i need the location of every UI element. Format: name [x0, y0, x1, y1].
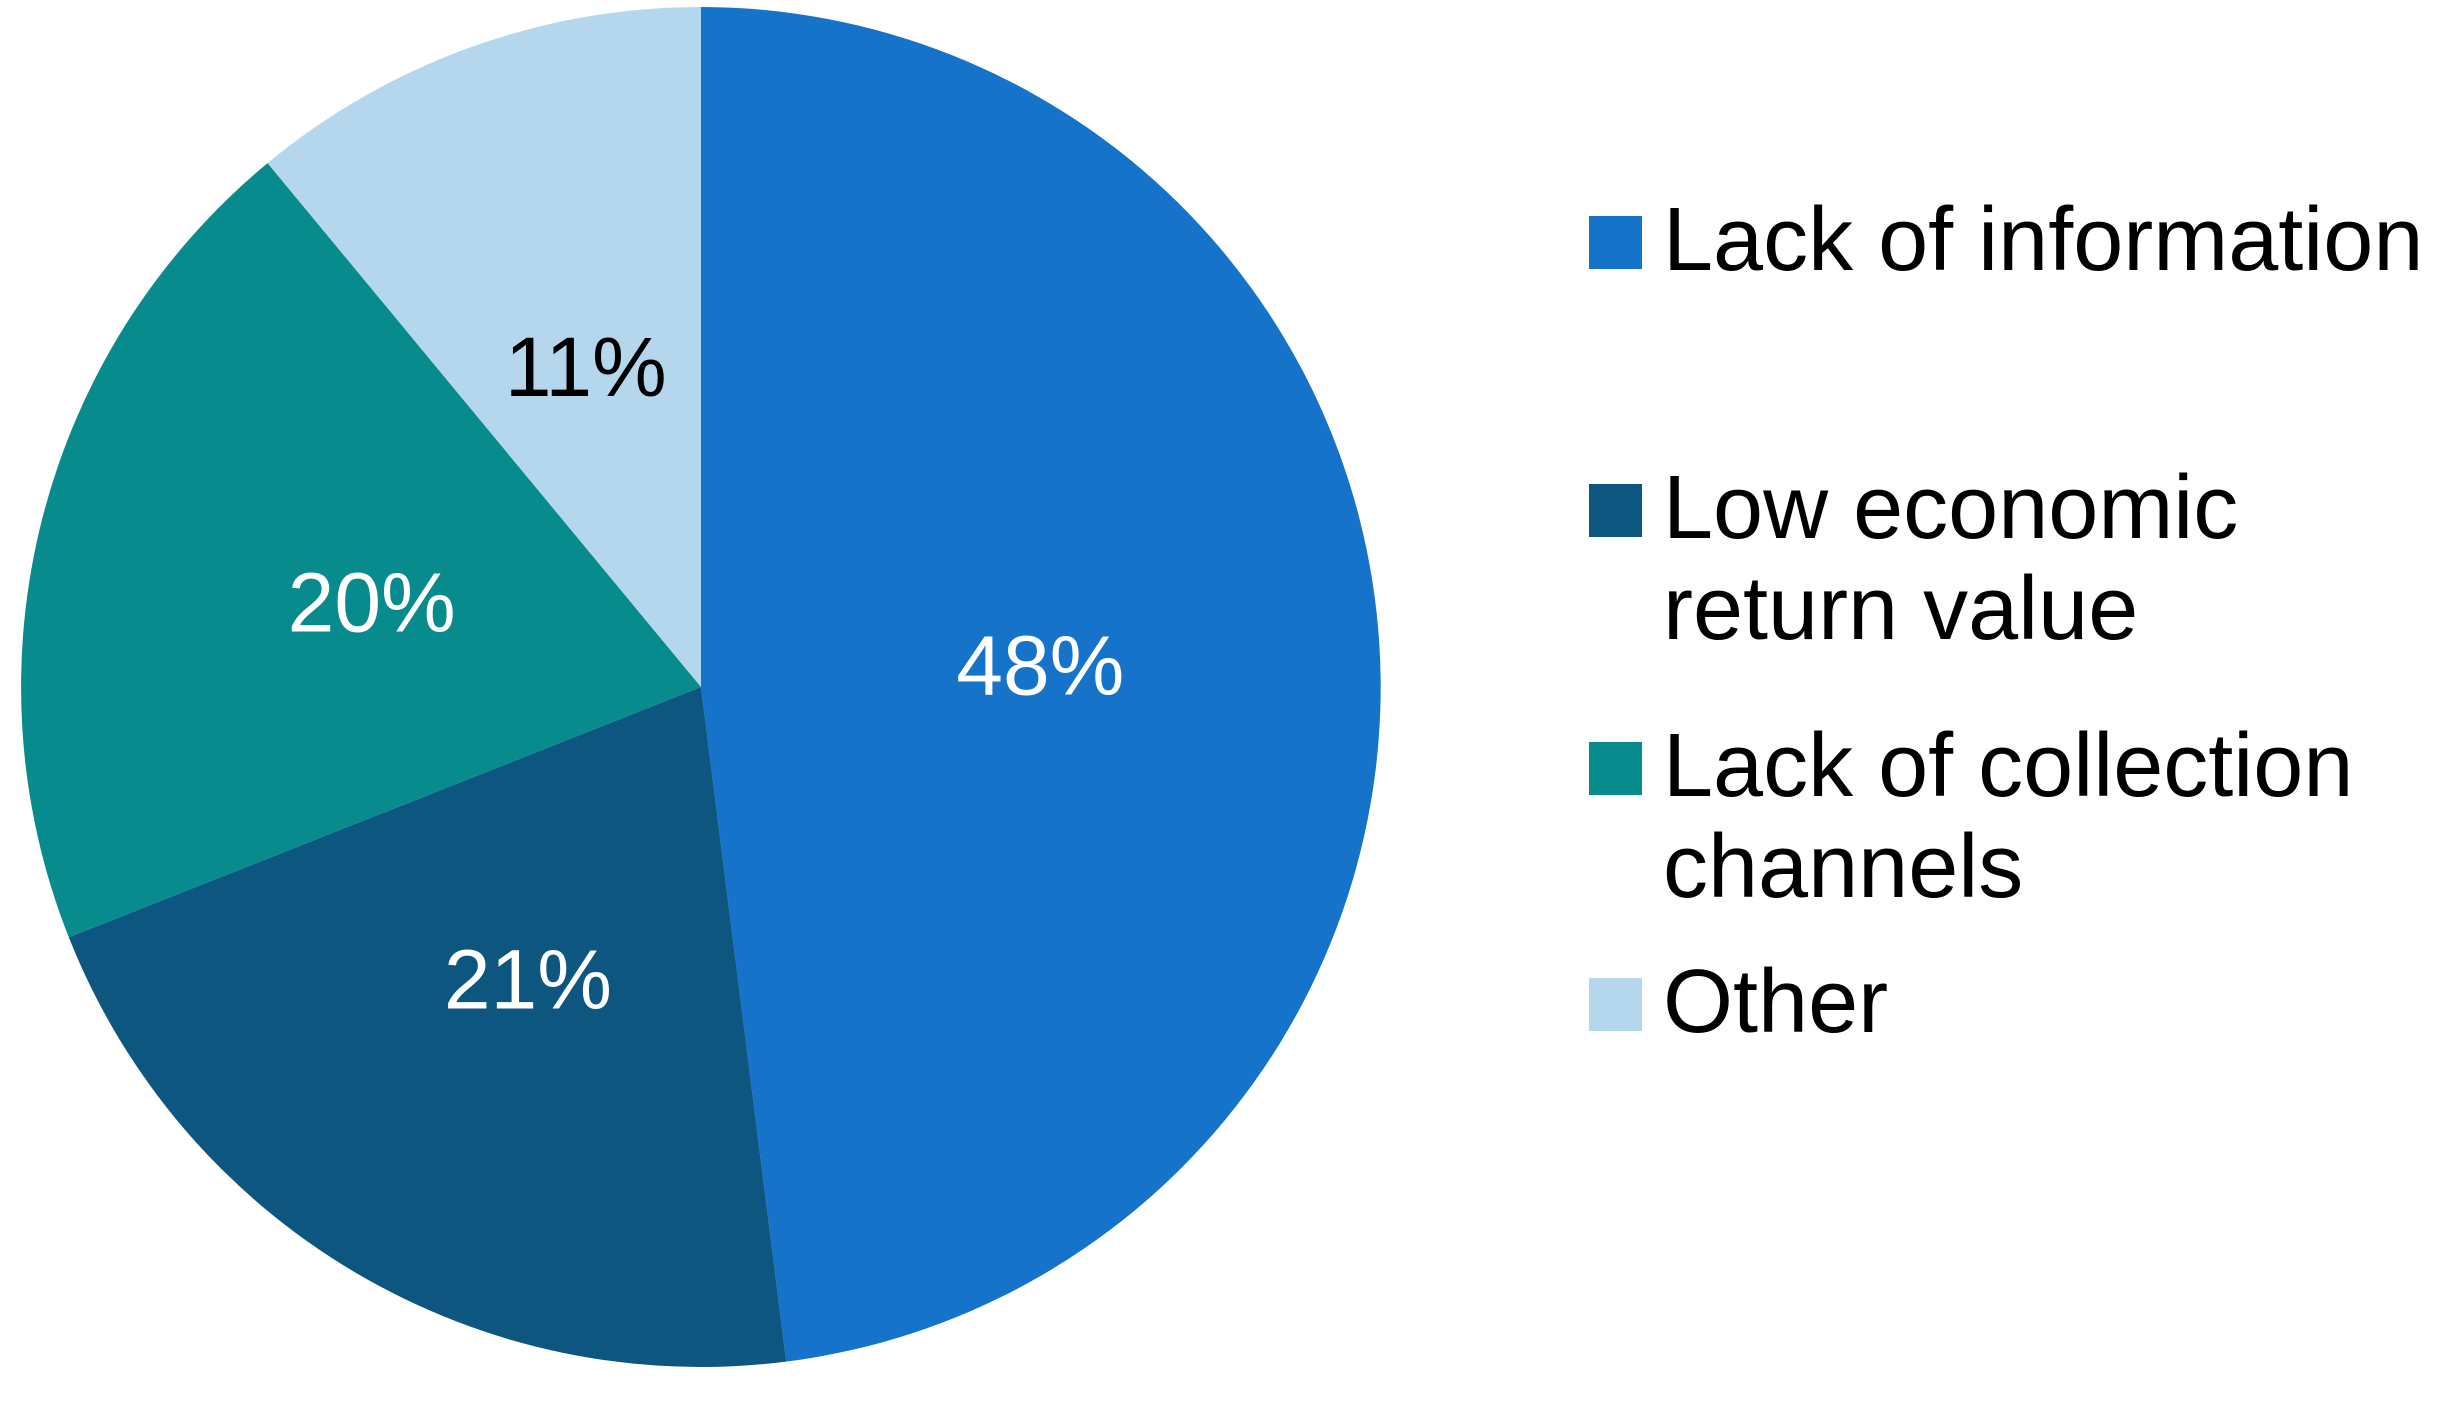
legend-swatch-icon: [1589, 216, 1642, 269]
legend: Lack of information Low economic return v…: [1589, 0, 2440, 1420]
legend-item-lack-of-information: Lack of information: [1589, 190, 2423, 291]
legend-swatch-icon: [1589, 742, 1642, 795]
legend-label: Low economic return value: [1663, 458, 2239, 659]
pie-chart: 48% 21% 20% 11%: [21, 7, 1381, 1367]
pie-slice-labels: 48% 21% 20% 11%: [288, 320, 1125, 1027]
legend-item-lack-of-collection-channels: Lack of collection channels: [1589, 716, 2353, 918]
pie-label: 21%: [444, 933, 612, 1027]
legend-swatch-icon: [1589, 978, 1642, 1031]
legend-label: Lack of information: [1663, 190, 2424, 290]
pie-label: 48%: [956, 619, 1124, 713]
pie-label: 11%: [505, 320, 667, 414]
legend-label: Lack of collection channels: [1663, 716, 2354, 917]
legend-item-low-economic-return-value: Low economic return value: [1589, 458, 2238, 660]
pie-slice-lack-of-collection-channels: [21, 163, 701, 938]
legend-item-other: Other: [1589, 952, 1888, 1053]
pie-slice-lack-of-information: [701, 7, 1381, 1362]
legend-swatch-icon: [1589, 484, 1642, 537]
pie-slice-other: [267, 7, 701, 687]
pie-slices: [21, 7, 1381, 1367]
legend-label: Other: [1663, 952, 1889, 1052]
pie-slice-low-economic-return-value: [68, 687, 787, 1367]
pie-label: 20%: [288, 555, 456, 649]
